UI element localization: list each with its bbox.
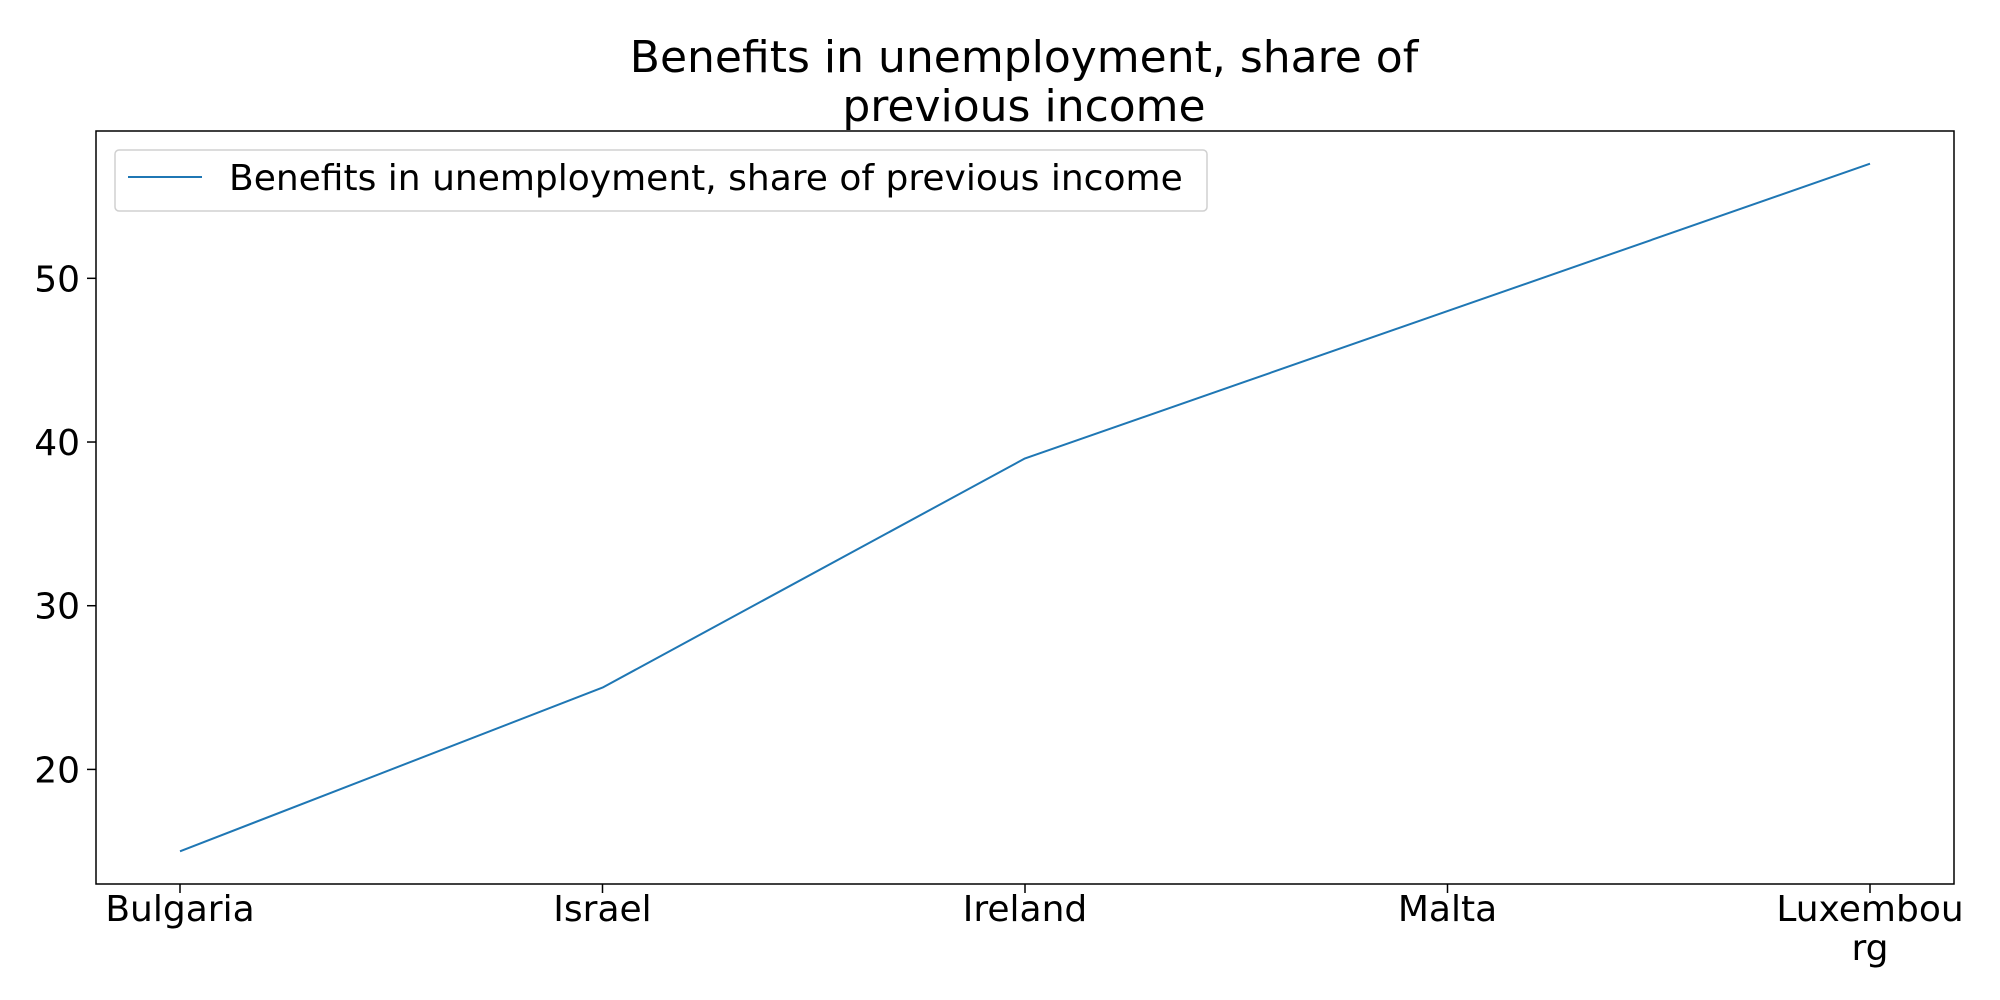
plot-area-frame	[95, 130, 1955, 885]
legend: Benefits in unemployment, share of previ…	[114, 149, 1208, 212]
x-tick-label: Malta	[1398, 889, 1497, 930]
chart-title-line-2: previous income	[842, 81, 1205, 132]
y-tick-label: 50	[34, 259, 80, 300]
x-tick-label: rg	[1851, 928, 1888, 969]
chart-title-line-1: Benefits in unemployment, share of	[630, 32, 1420, 83]
legend-frame	[114, 149, 1208, 212]
chart-title: Benefits in unemployment, share of previ…	[630, 32, 1420, 132]
x-tick-label: Bulgaria	[105, 889, 254, 930]
series-layer	[179, 162, 1871, 853]
y-tick-label: 40	[34, 423, 80, 464]
y-tick-label: 20	[34, 750, 80, 791]
legend-label: Benefits in unemployment, share of previ…	[229, 158, 1183, 199]
y-tick-label: 30	[34, 587, 80, 628]
x-tick-label: Ireland	[963, 889, 1088, 930]
x-tick-label: Israel	[553, 889, 651, 930]
y-axis: 20 30 40 50	[34, 259, 96, 791]
x-tick-label: Luxembou	[1776, 889, 1963, 930]
series-line	[179, 162, 1871, 853]
